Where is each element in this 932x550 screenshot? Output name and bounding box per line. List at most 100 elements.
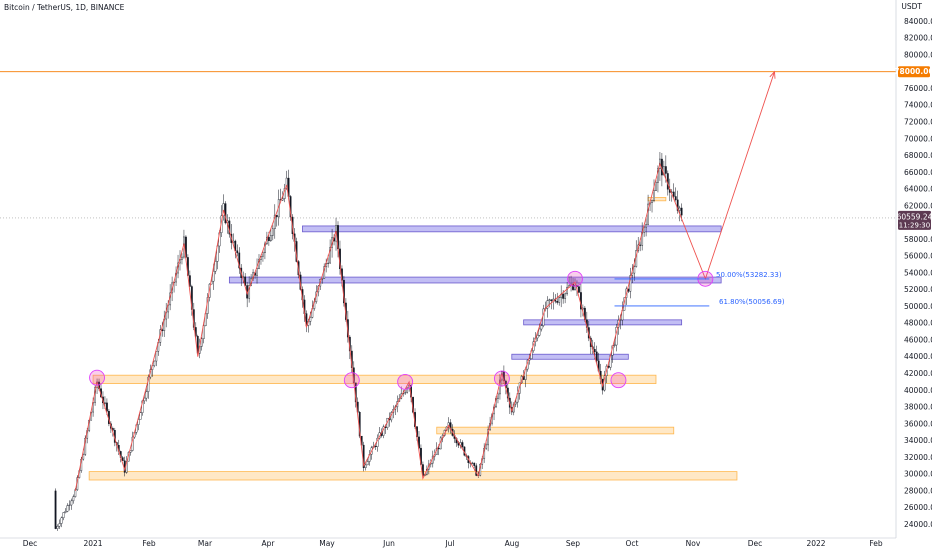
y-tick-label: 42000.00 [904, 369, 932, 378]
candle-body [327, 262, 330, 264]
y-tick-label: 52000.00 [904, 285, 932, 294]
candle-body [181, 256, 183, 260]
candle-body [643, 226, 646, 233]
candle-body [366, 461, 369, 466]
candle-body [406, 387, 409, 393]
candle-body [404, 392, 407, 394]
candle-body [281, 198, 284, 201]
y-tick-label: 26000.00 [904, 503, 932, 512]
x-tick-label: Sep [566, 539, 580, 548]
candle-body [238, 252, 241, 269]
y-tick-label: 54000.00 [904, 268, 932, 277]
candle-body [121, 457, 124, 461]
price-axis-bg [896, 0, 932, 550]
candle-body [58, 523, 61, 527]
pivot-circle-4 [567, 270, 583, 287]
x-tick-label: Dec [748, 539, 763, 548]
y-tick-label: 48000.00 [904, 319, 932, 328]
candle-body [329, 247, 331, 264]
currency-label: USDT [901, 2, 922, 11]
y-tick-label: 32000.00 [904, 453, 932, 462]
candle-body [139, 412, 142, 420]
candle-body [564, 293, 567, 299]
candle-body [200, 338, 203, 347]
y-tick-label: 82000.00 [904, 34, 932, 43]
y-tick-label: 72000.00 [904, 117, 932, 126]
x-tick-label: Jun [382, 539, 395, 548]
pivot-circle-0 [89, 369, 106, 386]
candle-body [64, 511, 67, 513]
candle-body [54, 490, 57, 529]
candle-body [680, 207, 683, 216]
x-tick-label: Dec [23, 539, 38, 548]
candle-body [666, 173, 669, 190]
zone-orange-4 [92, 374, 657, 384]
candle-body [603, 375, 606, 391]
candle-body [629, 275, 632, 292]
y-tick-label: 84000.00 [904, 17, 932, 26]
candle-body [222, 203, 225, 217]
candle-body [155, 351, 158, 362]
zone-orange-6 [88, 471, 738, 481]
y-tick-label: 30000.00 [904, 470, 932, 479]
candle-body [269, 235, 272, 242]
candle-body [558, 297, 561, 303]
candle-body [461, 442, 464, 448]
candle-body [672, 191, 675, 197]
candle-body [147, 376, 150, 392]
y-tick-label: 62000.00 [904, 201, 932, 210]
candle-body [309, 317, 312, 322]
y-tick-label: 64000.00 [904, 185, 932, 194]
candle-body [60, 517, 63, 524]
candle-body [364, 464, 367, 468]
candle-body [70, 500, 73, 506]
x-tick-label: Feb [142, 539, 156, 548]
x-tick-label: Aug [505, 539, 520, 548]
candle-body [593, 348, 596, 353]
candle-body [153, 360, 156, 366]
target-price-text: 78000.00 [894, 67, 932, 76]
y-tick-label: 74000.00 [904, 101, 932, 110]
y-tick-label: 58000.00 [904, 235, 932, 244]
last-price-text: 60559.24 [897, 212, 932, 221]
candle-body [566, 286, 569, 295]
last-price-badge [898, 210, 931, 230]
y-tick-label: 80000.00 [904, 50, 932, 59]
candle-body [556, 301, 559, 303]
candle-body [273, 214, 276, 230]
y-tick-label: 36000.00 [904, 419, 932, 428]
candle-body [540, 325, 543, 330]
x-tick-label: 2021 [83, 539, 102, 548]
candle-body [267, 236, 270, 242]
candle-body [497, 393, 499, 399]
candle-body [271, 228, 274, 236]
y-tick-label: 76000.00 [904, 84, 932, 93]
fib-label-0: 50.00%(53282.33) [716, 271, 782, 279]
candle-body [68, 504, 71, 506]
y-tick-label: 56000.00 [904, 252, 932, 261]
y-tick-label: 66000.00 [904, 168, 932, 177]
candle-body [678, 207, 681, 211]
x-tick-label: Oct [626, 539, 639, 548]
candle-body [188, 275, 191, 287]
y-tick-label: 34000.00 [904, 436, 932, 445]
candle-body [674, 196, 677, 201]
zone-purple-2 [523, 319, 683, 326]
y-tick-label: 40000.00 [904, 386, 932, 395]
candle-body [376, 437, 379, 447]
candle-body [613, 344, 616, 346]
y-tick-label: 68000.00 [904, 151, 932, 160]
candle-body [62, 512, 65, 519]
y-tick-label: 46000.00 [904, 335, 932, 344]
candle-body [285, 177, 288, 189]
x-tick-label: May [319, 539, 335, 548]
candle-body [374, 446, 377, 448]
y-tick-label: 70000.00 [904, 134, 932, 143]
fib-label-1: 61.80%(50056.69) [719, 298, 785, 306]
y-tick-label: 24000.00 [904, 520, 932, 529]
pivot-circle-2 [397, 373, 414, 390]
pivot-circle-5 [610, 372, 627, 389]
candle-body [655, 182, 657, 191]
